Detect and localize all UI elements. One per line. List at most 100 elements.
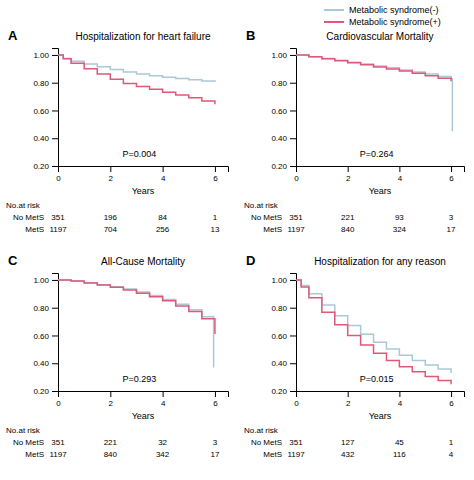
tick: 4 bbox=[398, 391, 403, 408]
tick: 0.80 bbox=[33, 304, 58, 313]
at-risk-count: 840 bbox=[104, 450, 118, 459]
tick: 1.00 bbox=[271, 276, 296, 285]
tick-mark bbox=[215, 166, 216, 172]
tick-label: 0 bbox=[294, 399, 299, 408]
tick-label: 2 bbox=[346, 174, 351, 183]
tick-label: 0.40 bbox=[271, 359, 287, 368]
tick-mark bbox=[348, 391, 349, 397]
tick: 2 bbox=[109, 166, 114, 183]
figure: 02460.200.400.600.801.00AHospitalization… bbox=[0, 0, 474, 480]
tick-mark bbox=[52, 110, 58, 111]
tick-label: 0.20 bbox=[271, 387, 287, 396]
tick-mark bbox=[290, 83, 296, 84]
tick: 0 bbox=[56, 166, 61, 183]
tick: 6 bbox=[449, 391, 454, 408]
tick: 6 bbox=[449, 166, 454, 183]
legend-swatch bbox=[324, 9, 344, 11]
tick: 0 bbox=[56, 391, 61, 408]
tick: 2 bbox=[346, 391, 351, 408]
at-risk-count: 1197 bbox=[49, 225, 67, 234]
at-risk-count: 4 bbox=[449, 450, 454, 459]
tick-mark bbox=[52, 363, 58, 364]
y-axis: 0.200.400.600.801.00 bbox=[33, 274, 58, 397]
at-risk-table: No.at riskNo MetS351221323MetS1197840342… bbox=[6, 426, 220, 459]
tick-label: 0.80 bbox=[33, 304, 49, 313]
survival-curve bbox=[296, 55, 452, 131]
survival-curve bbox=[296, 280, 451, 373]
tick: 6 bbox=[213, 391, 218, 408]
legend-label: Metabolic syndrome(+) bbox=[349, 17, 441, 27]
tick-mark bbox=[290, 110, 296, 111]
tick: 1.00 bbox=[33, 51, 58, 60]
at-risk-row-label: No MetS bbox=[251, 213, 282, 222]
tick-mark bbox=[290, 55, 296, 56]
plot-area bbox=[58, 280, 215, 367]
at-risk-count: 840 bbox=[341, 225, 355, 234]
tick-label: 4 bbox=[398, 174, 403, 183]
panel-label: A bbox=[8, 28, 18, 43]
axis-line bbox=[52, 49, 59, 167]
at-risk-count: 432 bbox=[341, 450, 355, 459]
x-axis-title: Years bbox=[369, 411, 392, 421]
at-risk-count: 221 bbox=[341, 213, 355, 222]
tick-mark bbox=[399, 166, 400, 172]
at-risk-row-label: MetS bbox=[263, 450, 282, 459]
at-risk-row-label: MetS bbox=[25, 450, 44, 459]
at-risk-count: 17 bbox=[447, 225, 456, 234]
at-risk-count: 1197 bbox=[287, 225, 305, 234]
tick-label: 0.40 bbox=[33, 359, 49, 368]
survival-curve bbox=[296, 280, 451, 384]
tick: 0.20 bbox=[33, 162, 58, 171]
tick-mark bbox=[451, 391, 452, 397]
tick-mark bbox=[52, 335, 58, 336]
tick-label: 0 bbox=[56, 399, 61, 408]
axis-line bbox=[297, 392, 465, 398]
legend: Metabolic syndrome(-)Metabolic syndrome(… bbox=[324, 5, 441, 27]
tick-label: 0.40 bbox=[271, 134, 287, 143]
tick-label: 0.20 bbox=[271, 162, 287, 171]
at-risk-row-label: No MetS bbox=[251, 438, 282, 447]
at-risk-count: 93 bbox=[395, 213, 404, 222]
x-axis: 0246 bbox=[56, 166, 228, 183]
tick: 0.60 bbox=[271, 107, 296, 116]
tick-label: 6 bbox=[213, 399, 218, 408]
tick: 0.60 bbox=[33, 107, 58, 116]
tick: 0.60 bbox=[33, 332, 58, 341]
tick-label: 0 bbox=[294, 174, 299, 183]
tick-label: 0.80 bbox=[271, 79, 287, 88]
panel-title: All-Cause Mortality bbox=[101, 256, 185, 267]
tick-mark bbox=[163, 391, 164, 397]
panel: 02460.200.400.600.801.00DHospitalization… bbox=[244, 253, 465, 459]
at-risk-row-label: No MetS bbox=[13, 438, 44, 447]
panel: 02460.200.400.600.801.00CAll-Cause Morta… bbox=[6, 253, 229, 459]
y-axis: 0.200.400.600.801.00 bbox=[271, 274, 296, 397]
at-risk-count: 704 bbox=[104, 225, 118, 234]
tick-label: 4 bbox=[161, 399, 166, 408]
at-risk-count: 32 bbox=[158, 438, 167, 447]
x-axis: 0 2 4 6 bbox=[294, 391, 464, 408]
at-risk-count: 1197 bbox=[49, 450, 67, 459]
survival-curve bbox=[58, 55, 215, 104]
tick-mark bbox=[52, 83, 58, 84]
at-risk-table: No.at riskNo MetS351127451MetS1197432116… bbox=[244, 426, 454, 459]
tick-label: 0.20 bbox=[33, 162, 49, 171]
tick: 0 bbox=[294, 391, 299, 408]
at-risk-header: No.at risk bbox=[6, 426, 41, 435]
plot-area bbox=[296, 280, 451, 384]
tick: 0.40 bbox=[271, 134, 296, 143]
p-value: P=0.264 bbox=[360, 149, 394, 159]
tick: 6 bbox=[213, 166, 218, 183]
axis-line bbox=[59, 392, 229, 398]
tick-label: 1.00 bbox=[33, 276, 49, 285]
at-risk-count: 116 bbox=[393, 450, 406, 459]
plot-area bbox=[296, 55, 452, 131]
tick: 0.40 bbox=[271, 359, 296, 368]
tick-mark bbox=[110, 391, 111, 397]
tick-mark bbox=[451, 166, 452, 172]
at-risk-header: No.at risk bbox=[244, 201, 279, 210]
tick-mark bbox=[290, 363, 296, 364]
at-risk-table: No.at riskNo MetS351221933MetS1197840324… bbox=[244, 201, 456, 234]
p-value: P=0.293 bbox=[123, 374, 157, 384]
tick: 2 bbox=[346, 166, 351, 183]
y-axis: 0.200.400.600.801.00 bbox=[271, 49, 296, 172]
